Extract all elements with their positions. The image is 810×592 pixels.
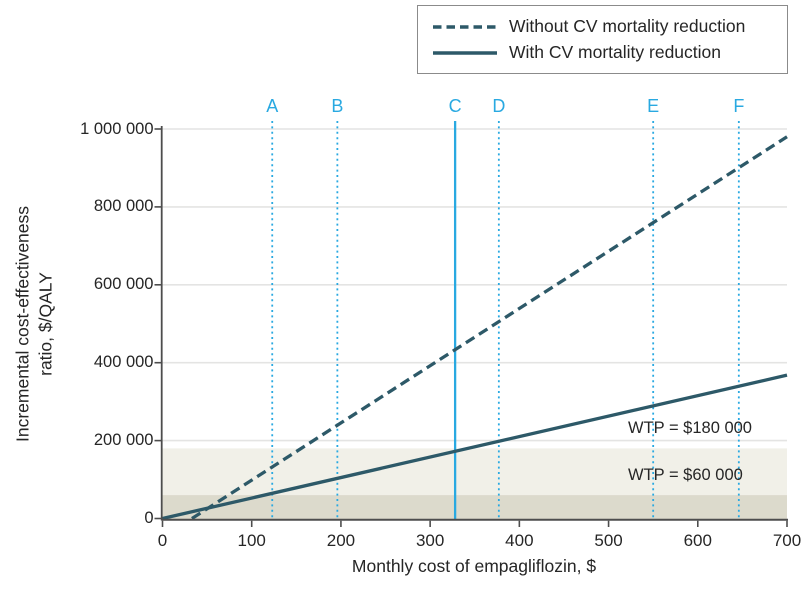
x-axis-tick-label: 100 <box>237 530 266 550</box>
y-axis-title: Incremental cost-effectiveness ratio, $/… <box>11 206 57 442</box>
legend-item-without-cv: Without CV mortality reduction <box>431 16 787 37</box>
series-line-with-cv <box>162 373 788 521</box>
y-axis-tick-label: 1 000 000 <box>80 119 154 138</box>
y-axis-tick-label: 800 000 <box>93 197 154 216</box>
legend-item-with-cv: With CV mortality reduction <box>431 42 787 63</box>
scenario-marker-label-a: A <box>266 96 279 116</box>
wtp-threshold-label-60000: WTP = $60 000 <box>628 466 743 485</box>
x-axis-tick-label: 400 <box>505 530 534 550</box>
solid-line-sample-icon <box>433 50 497 55</box>
legend-label: Without CV mortality reduction <box>509 16 746 36</box>
y-axis-tick-label: 200 000 <box>93 431 154 450</box>
scenario-marker-label-d: D <box>492 96 506 116</box>
series-line-without-cv <box>191 135 788 520</box>
scenario-marker-label-f: F <box>733 96 745 116</box>
x-axis-tick-label: 300 <box>415 530 445 550</box>
wtp-threshold-label-180000: WTP = $180 000 <box>628 419 752 438</box>
scenario-marker-label-e: E <box>647 96 660 116</box>
chart-legend: Without CV mortality reduction With CV m… <box>417 5 788 74</box>
y-axis-tick-label: 600 000 <box>93 275 154 294</box>
y-axis-title-line2: ratio, $/QALY <box>35 272 55 376</box>
wtp-band-60000 <box>162 495 787 520</box>
x-axis-tick-label: 700 <box>772 530 802 550</box>
y-axis-tick-label: 0 <box>144 509 154 527</box>
x-axis-title: Monthly cost of empagliflozin, $ <box>351 556 597 576</box>
scenario-marker-label-c: C <box>448 96 462 116</box>
y-axis-title-line1: Incremental cost-effectiveness <box>12 205 33 443</box>
legend-label: With CV mortality reduction <box>509 42 722 62</box>
x-axis-tick-label: 200 <box>326 530 356 550</box>
scenario-marker-label-b: B <box>331 96 344 116</box>
y-axis-tick-label: 400 000 <box>93 353 154 372</box>
x-axis-tick-label: 600 <box>683 530 712 550</box>
x-axis-tick-label: 500 <box>594 530 623 550</box>
dashed-line-sample-icon <box>433 24 497 29</box>
x-axis-tick-label: 0 <box>157 530 168 550</box>
